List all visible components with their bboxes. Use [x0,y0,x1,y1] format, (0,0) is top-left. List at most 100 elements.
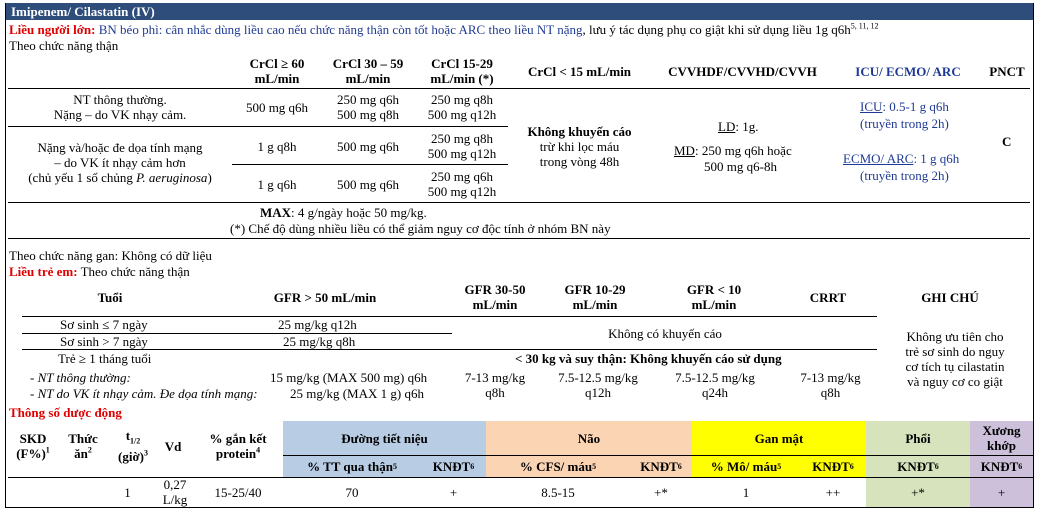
pk-value-tissue: 1 [742,484,750,500]
pk-header-liver: Gan mật [754,430,804,446]
divider [22,316,877,317]
lung-value-bg [866,477,970,508]
pk-header-urinary: Đường tiết niệu [341,430,428,446]
age-neonate-7: Sơ sinh ≤ 7 ngày [60,317,148,332]
pk-value-kndt-1: + [449,484,458,500]
bone-bg [970,421,1033,477]
divider [22,333,452,334]
under-30kg-warning: < 30 kg và suy thận: Không khuyến cáo sử… [515,351,782,366]
pk-value-kndt-4: +* [911,484,925,500]
max-dose: MAX: 4 g/ngày hoặc 50 mg/kg. [260,205,427,220]
pk-value-protein-binding: 15-25/40 [214,484,262,500]
page-title: Imipenem/ Cilastatin (IV) [5,3,1033,20]
header-icu: ICU/ ECMO/ ARC [855,63,961,79]
pk-value-csf: 8.5-15 [541,484,575,500]
renal-function-label: Theo chức năng thận [9,38,119,53]
row-normal-infection: NT thông thường. Nặng – do VK nhạy cảm. [53,92,187,122]
divider [8,88,1030,89]
cvvh-maintenance-dose-2: 500 mg q6-8h [704,159,777,174]
pk-sub-renal-excretion: % TT qua thận 5 [307,459,397,474]
header-crrt: CRRT [809,289,847,305]
row-severe-infection: Nặng và/hoặc đe dọa tính mạng – do VK ít … [28,139,212,185]
row1-crcl60: 500 mg q6h [245,99,309,115]
pk-header-bioavailability: SKD (F%)1 [16,431,50,461]
header-gfr50: GFR > 50 mL/min [273,289,377,305]
age-neonate-gt7: Sơ sinh > 7 ngày [60,334,148,349]
header-gfr10: GFR < 10 mL/min [686,282,742,312]
age-1month: Trẻ ≥ 1 tháng tuổi [58,351,152,366]
divider [8,238,1030,239]
divider [22,349,877,350]
icu-infusion: (truyền trong 2h) [860,116,949,131]
cvvh-maintenance-dose: MD: 250 mg q6h hoặc [674,143,792,158]
crcl15-recommendation: Không khuyến cáo trừ khi lọc máu trong vòn… [527,123,632,169]
header-crcl-15: CrCl < 15 mL/min [527,63,632,79]
neonate-no-recommendation: Không có khuyến cáo [608,325,722,341]
pk-value-kndt-3: ++ [825,484,841,500]
row3-crcl30: 500 mg q6h [336,176,400,192]
header-crcl-60: CrCl ≥ 60 mL/min [249,56,305,86]
frame-bottom [5,507,1034,508]
pk-value-half-life: 1 [124,484,131,500]
pk-header-half-life: t1/2 (giờ)3 [118,428,148,464]
liver-bg [692,421,866,477]
lung-bg [866,421,970,477]
row1-crcl30: 250 mg q6h 500 mg q8h [336,92,400,122]
pk-title: Thông số dược động [9,405,122,420]
pregnancy-category: C [1002,134,1012,149]
ecmo-infusion: (truyền trong 2h) [860,168,949,183]
adult-dose-label: Liều người lớn: [9,22,96,37]
brain-bg [486,421,692,477]
row1-crcl15: 250 mg q8h 500 mg q12h [427,92,497,122]
bone-value-bg [970,477,1033,508]
dose-neonate-7: 25 mg/kg q12h [278,317,357,332]
pk-header-brain: Não [577,430,601,446]
child-gfr10: 7.5-12.5 mg/kg q24h [675,370,755,400]
pk-value-kndt-2: +* [654,484,668,500]
row2-crcl60: 1 g q8h [257,138,297,154]
header-age: Tuổi [97,289,123,305]
child-crrt: 7-13 mg/kg q8h [800,370,861,400]
child-note: Không ưu tiên cho trẻ sơ sinh do nguy cơ t… [905,329,1005,389]
pk-sub-kndt-3: KNĐT 6 [812,459,854,474]
header-gfr10-29: GFR 10-29 mL/min [564,282,626,312]
child-gfr10-29: 7.5-12.5 mg/kg q12h [558,370,638,400]
header-gfr30-50: GFR 30-50 mL/min [464,282,526,312]
header-note: GHI CHÚ [921,289,979,305]
icu-dose: ICU: 0.5-1 g q6h [860,99,949,114]
pk-value-bioavailability [8,478,58,506]
child-gfr30-50: 7-13 mg/kg q8h [464,370,526,400]
child-normal-infection: - NT thông thường: [30,370,131,385]
pk-sub-tissue: % Mô/ máu 5 [710,459,782,474]
row3-crcl60: 1 g q6h [257,176,297,192]
child-severe-infection: - NT do VK ít nhạy cảm. Đe dọa tính mạng… [30,386,258,401]
pk-value-renal-excretion: 70 [345,484,359,500]
pk-value-kndt-5: + [997,484,1006,500]
hepatic-function: Theo chức năng gan: Không có dữ liệu [9,248,212,263]
row3-crcl15: 250 mg q6h 500 mg q12h [427,169,497,199]
ecmo-dose: ECMO/ ARC: 1 g q6h [843,151,960,166]
pk-header-food: Thức ăn2 [68,431,98,461]
header-crcl-30-59: CrCl 30 – 59 mL/min [332,56,404,86]
child-dose-line: Liều trẻ em: Theo chức năng thận [9,264,190,279]
frame-left [5,3,6,508]
divider [283,455,1033,456]
pk-sub-csf: % CFS/ máu 5 [519,459,597,474]
adult-refs: 5, 11, 12 [850,21,879,31]
divider [8,126,508,127]
divider [232,164,508,165]
header-crcl-15-29: CrCl 15-29 mL/min (*) [430,56,494,86]
adult-seizure-note: , lưu ý tác dụng phụ co giật khi sử dụng… [582,22,851,37]
frame-right [1033,3,1034,508]
pk-sub-kndt-4: KNĐT 6 [897,459,939,474]
divider [8,202,1030,203]
pk-header-protein-binding: % gắn kết protein4 [209,431,267,461]
pk-value-vd: 0,27 L/kg [162,477,188,507]
pk-sub-kndt-2: KNĐT 6 [640,459,682,474]
adult-dose-line: Liều người lớn: BN béo phì: cân nhắc dùn… [9,22,878,37]
header-cvvh: CVVHDF/CVVHD/CVVH [668,63,817,79]
pk-header-vd: Vd [164,438,182,454]
pk-header-bone: Xương khớp [982,423,1021,453]
adult-obese-note: BN béo phì: cân nhắc dùng liều cao nếu c… [98,22,583,37]
child-severe-dose: 25 mg/kg (MAX 1 g) q6h [290,386,424,401]
